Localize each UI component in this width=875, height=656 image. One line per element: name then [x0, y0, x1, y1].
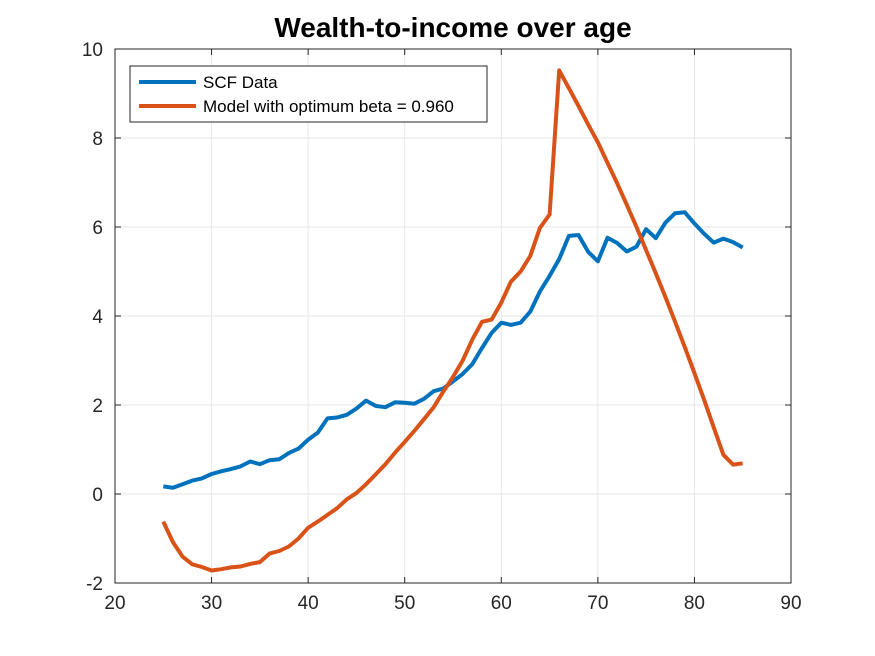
x-tick-label: 40	[298, 593, 319, 614]
y-tick-label: 6	[92, 218, 103, 239]
chart-title: Wealth-to-income over age	[274, 12, 631, 43]
legend-label-scf-data: SCF Data	[203, 73, 278, 92]
y-tick-label: -2	[86, 574, 103, 595]
series-line-model	[161, 68, 743, 573]
gridlines	[115, 49, 791, 583]
x-tick-label: 90	[780, 593, 801, 614]
tick-labels: 20 30 40 50 60 70 80 90 -2 0 2 4 6 8 10	[82, 40, 802, 614]
x-tick-label: 70	[587, 593, 608, 614]
axes-box	[114, 48, 792, 584]
x-tick-label: 30	[201, 593, 222, 614]
y-tick-label: 2	[92, 396, 103, 417]
x-tick-label: 60	[491, 593, 512, 614]
y-tick-label: 10	[82, 40, 103, 61]
legend-box	[129, 65, 488, 123]
legend: SCF Data Model with optimum beta = 0.960	[129, 65, 488, 123]
y-tick-label: 4	[92, 307, 103, 328]
x-tick-label: 20	[104, 593, 125, 614]
x-tick-label: 80	[684, 593, 705, 614]
legend-label-model: Model with optimum beta = 0.960	[203, 97, 454, 116]
y-tick-label: 8	[92, 129, 103, 150]
x-tick-label: 50	[394, 593, 415, 614]
series-line-scf-data	[163, 210, 744, 490]
y-tick-label: 0	[92, 485, 103, 506]
series-layer	[161, 68, 744, 573]
